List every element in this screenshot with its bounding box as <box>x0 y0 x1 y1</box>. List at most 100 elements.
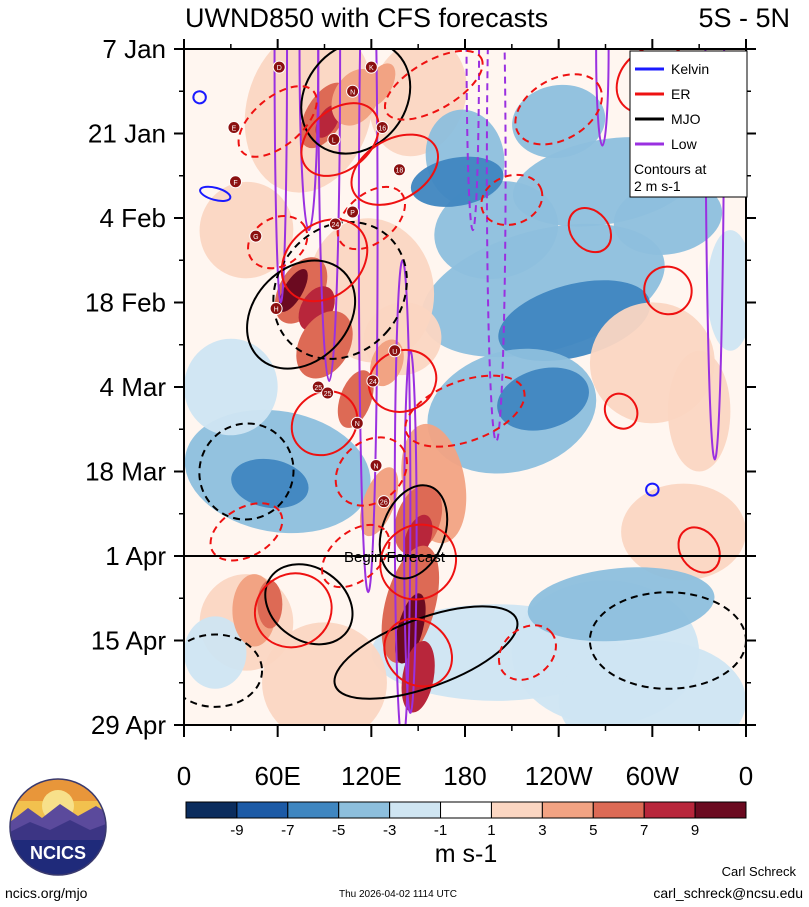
wind-anomaly-core <box>257 580 283 629</box>
mjo-contour-negative <box>198 422 295 521</box>
er-contour-negative <box>334 436 408 507</box>
y-tick-label: 29 Apr <box>91 710 167 740</box>
x-axis: 0 60E 120E 180 120W 60W 0 <box>177 39 753 791</box>
kelvin-contour <box>192 90 207 105</box>
storm-marker <box>369 458 383 472</box>
wind-anomaly-patch <box>410 156 504 207</box>
legend-er-label: ER <box>671 86 690 102</box>
storm-marker <box>388 344 402 358</box>
wind-anomaly-core <box>337 370 374 428</box>
mjo-contour <box>378 484 449 580</box>
storm-marker <box>327 133 341 147</box>
er-contour-negative <box>383 49 484 121</box>
er-contour-negative <box>497 624 557 681</box>
wind-anomaly-patch <box>184 616 247 689</box>
storm-marker-label: 25 <box>314 385 322 392</box>
kelvin-contour <box>645 482 660 497</box>
region-label: 5S - 5N <box>698 3 790 33</box>
wind-anomaly-patch <box>667 350 731 472</box>
colorbar-tick-label: -3 <box>383 822 396 839</box>
storm-marker-label: U <box>392 349 397 356</box>
low-contour <box>595 49 610 147</box>
x-tick-label: 120W <box>525 761 593 791</box>
colorbar-swatch <box>389 801 442 819</box>
er-contour-negative <box>480 173 544 226</box>
wind-anomaly-patch <box>231 458 309 509</box>
colorbar-tick-label: 3 <box>538 822 546 839</box>
colorbar-swatch <box>440 801 492 819</box>
footer-email: carl_schreck@ncsu.edu <box>653 885 803 901</box>
er-contour-negative <box>209 502 284 562</box>
mjo-contour-negative <box>588 591 746 690</box>
storm-marker-label: N <box>355 421 360 428</box>
storm-marker <box>249 229 263 243</box>
low-contour <box>298 49 320 232</box>
colorbar-units: m s-1 <box>435 840 498 868</box>
er-contour-negative <box>514 73 603 146</box>
kelvin-contour <box>199 185 232 202</box>
wind-anomaly-patch <box>558 640 746 725</box>
x-tick-label: 60E <box>255 761 301 791</box>
colorbar-swatch <box>592 801 645 819</box>
storm-marker-label: 25 <box>324 391 332 398</box>
storm-marker <box>328 217 342 231</box>
x-tick-label: 0 <box>177 761 191 791</box>
storm-marker <box>364 60 378 74</box>
storm-marker-label: K <box>369 65 374 72</box>
wind-anomaly-patch <box>512 84 606 159</box>
colorbar-tick-label: 5 <box>589 822 597 839</box>
colorbar-tick-label: 7 <box>640 822 648 839</box>
er-contour <box>643 265 693 316</box>
chart-title: UWND850 with CFS forecasts <box>185 3 548 33</box>
storm-marker <box>392 163 406 177</box>
colorbar-swatch <box>236 801 289 819</box>
wind-anomaly-patch <box>613 181 723 255</box>
storm-marker-label: 26 <box>380 500 388 507</box>
y-tick-label: 15 Apr <box>91 626 167 656</box>
er-contour <box>350 133 440 206</box>
wind-anomaly-core <box>278 269 308 312</box>
wind-anomaly-core <box>362 63 396 108</box>
y-tick-label: 4 Feb <box>100 203 167 233</box>
colorbar-tick-label: -9 <box>230 822 243 839</box>
storm-marker <box>377 495 391 509</box>
y-tick-label: 18 Mar <box>85 457 166 487</box>
colorbar-swatch <box>287 801 340 819</box>
er-contour-negative <box>247 215 309 270</box>
er-contour <box>280 218 369 303</box>
colorbar-swatch <box>338 801 391 819</box>
low-contour <box>273 49 289 304</box>
storm-marker <box>375 120 389 134</box>
storm-marker <box>321 386 335 400</box>
er-contour <box>253 572 333 649</box>
er-contour <box>383 617 453 688</box>
forecast-label: Begin Forecast <box>344 549 446 566</box>
storm-marker-label: 16 <box>378 125 386 132</box>
y-tick-label: 7 Jan <box>102 34 166 64</box>
y-axis: 7 Jan 21 Jan 4 Feb 18 Feb 4 Mar 18 Mar 1 Apr 15… <box>85 34 756 740</box>
low-contour-negative <box>465 49 481 232</box>
y-tick-label: 18 Feb <box>85 288 166 318</box>
er-contour <box>567 207 613 254</box>
legend: Kelvin ER MJO Low Contours at 2 m s-1 <box>629 50 748 198</box>
low-contour <box>704 49 726 461</box>
wind-anomaly-patch <box>184 338 278 436</box>
storm-marker-label: E <box>232 125 237 132</box>
er-contour <box>290 390 359 457</box>
storm-marker-label: 18 <box>396 168 404 175</box>
storm-marker-label: F <box>233 180 237 187</box>
colorbar-tick-label: -1 <box>434 822 447 839</box>
legend-note-line2: 2 m s-1 <box>634 178 681 194</box>
low-contour <box>317 49 342 382</box>
mjo-contour <box>246 259 357 370</box>
wind-anomaly-patch <box>706 230 746 351</box>
x-tick-label: 180 <box>443 761 486 791</box>
colorbar-swatch <box>694 801 747 819</box>
colorbar-tick-label: -5 <box>332 822 345 839</box>
mjo-contour <box>264 563 354 646</box>
colorbar-tick-label: -7 <box>281 822 294 839</box>
wind-anomaly-core <box>401 640 435 713</box>
er-contour-negative <box>404 374 526 448</box>
x-tick-label: 0 <box>739 761 753 791</box>
